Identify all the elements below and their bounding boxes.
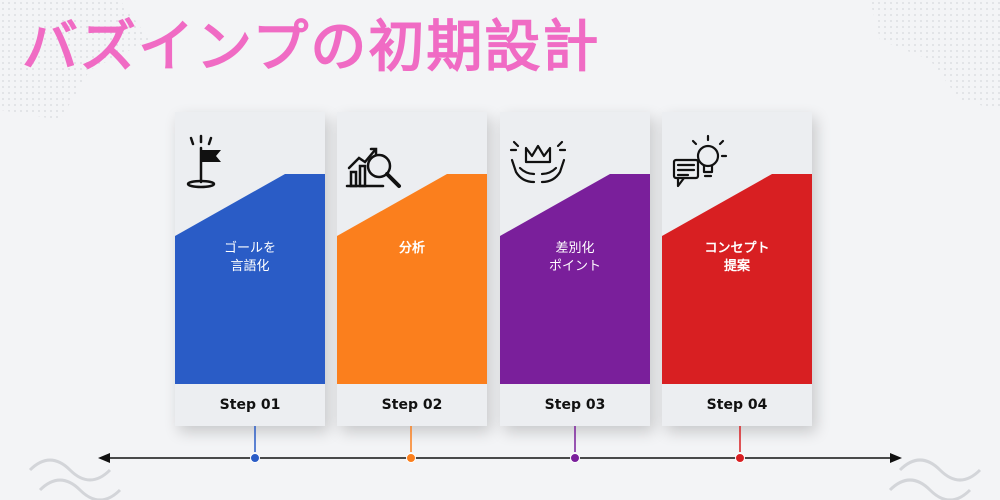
step-card-concept: コンセプト 提案 Step 04	[662, 112, 812, 426]
card-color-panel	[662, 174, 812, 384]
card-color-panel	[337, 174, 487, 384]
step-label: 分析	[398, 241, 425, 256]
card-color-panel	[500, 174, 650, 384]
step-card-differentiation: 差別化 ポイント Step 03	[500, 112, 650, 426]
step-card-analysis: 分析 Step 02	[337, 112, 487, 426]
analysis-magnifier-icon	[345, 147, 401, 188]
timeline-node	[250, 453, 260, 463]
card-color-panel	[175, 174, 325, 384]
step-label: 差別化 ポイント	[548, 241, 601, 274]
timeline-node	[735, 453, 745, 463]
step-card-goal: ゴールを 言語化 Step 01	[175, 112, 325, 426]
page-title: バズインプの初期設計	[22, 15, 601, 80]
step-number: Step 02	[381, 397, 443, 413]
step-label: ゴールを 言語化	[223, 241, 276, 274]
step-number: Step 03	[544, 397, 606, 413]
timeline-node	[406, 453, 416, 463]
timeline-arrow-left	[98, 453, 110, 463]
timeline-arrow-right	[890, 453, 902, 463]
step-label: コンセプト 提案	[704, 241, 770, 274]
step-number: Step 04	[706, 397, 768, 413]
crown-hands-icon	[509, 140, 566, 184]
goal-flag-icon	[186, 134, 221, 189]
step-number: Step 01	[219, 397, 281, 413]
idea-bulb-icon	[672, 134, 728, 188]
timeline-node	[570, 453, 580, 463]
